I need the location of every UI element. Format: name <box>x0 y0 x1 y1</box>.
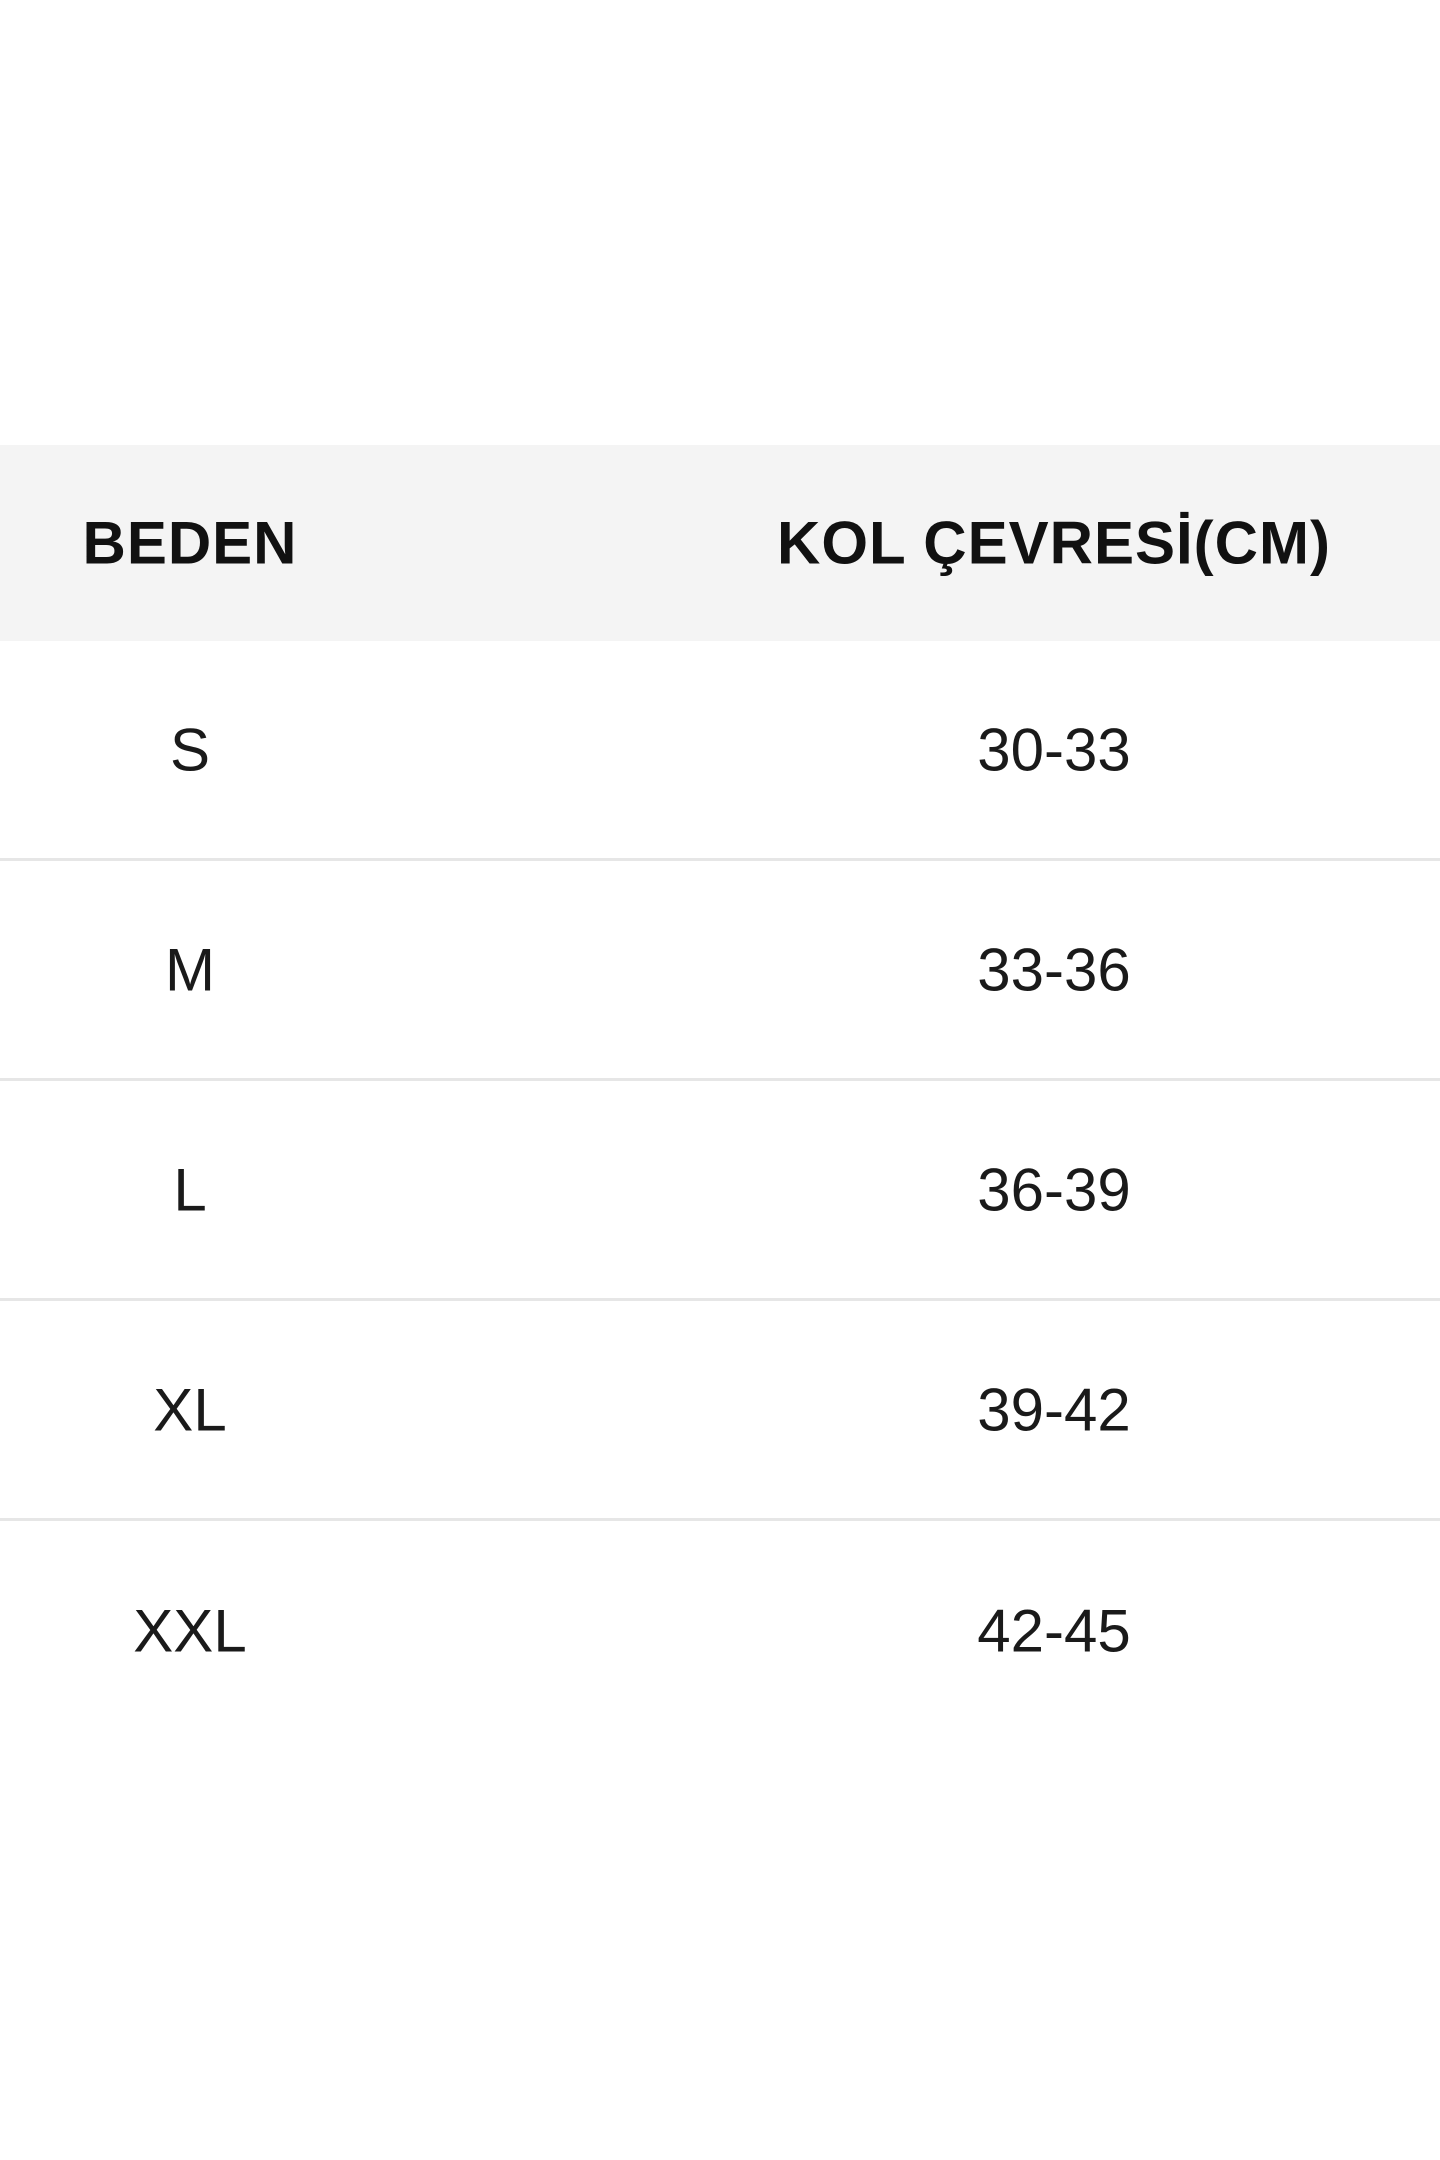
header-arm-circumference: KOL ÇEVRESİ(CM) <box>777 509 1331 577</box>
size-cell: XXL <box>133 1597 247 1665</box>
size-chart-table: BEDEN KOL ÇEVRESİ(CM) S 30-33 M 33-36 L … <box>0 445 1440 1741</box>
size-cell: M <box>165 936 215 1003</box>
size-cell: XL <box>153 1376 227 1443</box>
arm-circumference-cell: 36-39 <box>977 1156 1131 1223</box>
arm-circumference-cell: 42-45 <box>977 1597 1131 1665</box>
table-row: L 36-39 <box>0 1081 1440 1301</box>
table-header: BEDEN KOL ÇEVRESİ(CM) <box>0 445 1440 641</box>
table-row: S 30-33 <box>0 641 1440 861</box>
size-cell: L <box>173 1156 207 1223</box>
arm-circumference-cell: 30-33 <box>977 716 1131 783</box>
table-row: M 33-36 <box>0 861 1440 1081</box>
arm-circumference-cell: 39-42 <box>977 1376 1131 1443</box>
table-row: XXL 42-45 <box>0 1521 1440 1741</box>
size-cell: S <box>169 716 211 783</box>
arm-circumference-cell: 33-36 <box>977 936 1131 1003</box>
table-row: XL 39-42 <box>0 1301 1440 1521</box>
header-size: BEDEN <box>82 509 298 577</box>
